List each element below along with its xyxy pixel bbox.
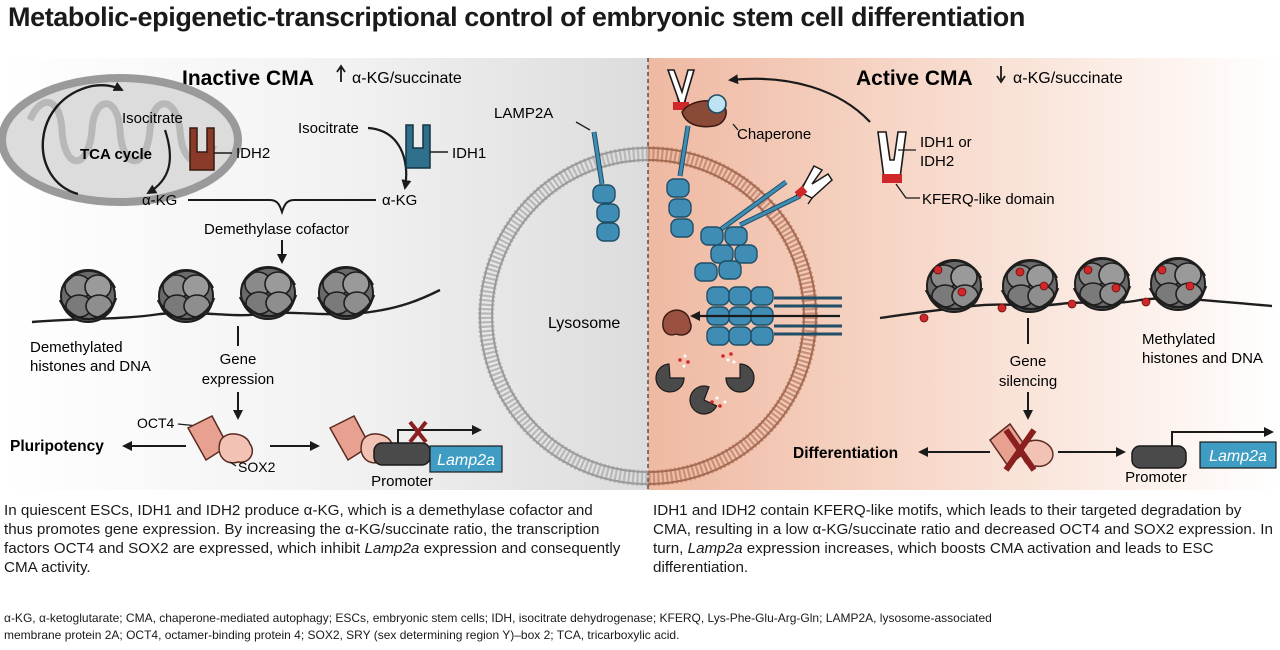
caption-right-part2: expression increases, which boosts CMA a… (653, 540, 1214, 576)
right-nucleosome-3 (1072, 256, 1132, 312)
idh2-enzyme-icon (189, 127, 232, 171)
right-promoter-box (1131, 445, 1187, 469)
translocated-substrate-icon (662, 309, 692, 336)
kferq-label: KFERQ-like domain (922, 191, 1055, 208)
chaperone-leader (732, 123, 739, 131)
pluripotency-label: Pluripotency (10, 438, 104, 455)
demethylated-label-1: Demethylated (30, 339, 123, 356)
left-promoter-label: Promoter (371, 473, 433, 490)
gene-silencing-label-1: Gene (1010, 353, 1047, 370)
caption-right-part1: IDH1 and IDH2 contain KFERQ-like motifs,… (653, 502, 1273, 557)
gene-expression-label-1: Gene (220, 351, 257, 368)
caption-left-italic: Lamp2a (364, 540, 420, 557)
figure-title: Metabolic-epigenetic-transcriptional con… (8, 2, 1025, 32)
idh2-label: IDH2 (236, 145, 270, 162)
sox2-label: SOX2 (238, 459, 276, 475)
diagram-canvas: Inactive CMA α-KG/succinate Active CMA α… (0, 58, 1280, 490)
abbreviations-footnote: α-KG, α-ketoglutarate; CMA, chaperone-me… (4, 611, 992, 642)
left-heading: Inactive CMA (182, 67, 314, 90)
tca-cycle-arrow (41, 81, 124, 196)
sox2-leader (229, 461, 237, 467)
left-nucleosome-4 (316, 265, 376, 321)
left-gene-box (429, 445, 503, 473)
idh-kferq-enzyme-icon (877, 131, 920, 199)
caption-left-part1: In quiescent ESCs, IDH1 and IDH2 produce… (4, 502, 600, 557)
right-heading: Active CMA (856, 67, 973, 90)
differentiation-label: Differentiation (793, 445, 898, 462)
oct4-label: OCT4 (137, 415, 175, 431)
down-arrow-icon (996, 66, 1006, 84)
demethylated-label-2: histones and DNA (30, 358, 151, 375)
translocation-channel-icon (690, 286, 842, 346)
lamp2a-leader (575, 121, 591, 131)
idh-label-2: IDH2 (920, 153, 954, 170)
methylated-label-2: histones and DNA (1142, 350, 1263, 367)
idh-label-1: IDH1 or (920, 134, 972, 151)
blocked-tf-icon (988, 422, 1054, 472)
idh-recruit-arrow (728, 74, 871, 123)
tca-cycle-label: TCA cycle (80, 146, 152, 163)
up-arrow-icon (336, 64, 346, 82)
right-gene-label: Lamp2a (1209, 448, 1267, 465)
akg-mito-label: α-KG (142, 192, 177, 209)
methylated-label-1: Methylated (1142, 331, 1215, 348)
akg-bracket (188, 199, 376, 216)
caption-left-part2: expression and consequently CMA activity… (4, 540, 621, 576)
right-gene-box (1199, 441, 1277, 469)
methylation-marks (919, 265, 1195, 323)
left-gene-label: Lamp2a (437, 452, 495, 469)
lysosome-label: Lysosome (548, 315, 620, 332)
mitochondrion-icon (0, 74, 242, 206)
left-nucleosome-1 (58, 268, 118, 324)
gene-expression-label-2: expression (202, 371, 275, 388)
mito-conversion-arrow (146, 129, 172, 195)
isocitrate-mito-label: Isocitrate (122, 110, 183, 127)
lamp2a-monomer-icon (591, 131, 620, 242)
right-nucleosome-2 (1000, 258, 1060, 314)
lamp2a-multimer-icon (694, 165, 833, 282)
left-nucleosome-2 (156, 268, 216, 324)
degradation-icons (655, 352, 755, 415)
lamp2a-label: LAMP2A (494, 105, 553, 122)
right-ratio-label: α-KG/succinate (1013, 70, 1123, 87)
oct4-sox2-complex-icon (186, 415, 254, 464)
demethylase-cofactor-label: Demethylase cofactor (204, 221, 349, 238)
caption-right: IDH1 and IDH2 contain KFERQ-like motifs,… (653, 501, 1273, 577)
caption-left: In quiescent ESCs, IDH1 and IDH2 produce… (4, 501, 624, 577)
right-transcription-arrow (1171, 427, 1274, 446)
left-nucleosome-3 (238, 265, 298, 321)
left-transcription-arrow (397, 425, 482, 443)
caption-right-italic: Lamp2a (687, 540, 743, 557)
cyto-conversion-arrow (367, 126, 412, 190)
left-ratio-label: α-KG/succinate (352, 70, 462, 87)
right-nucleosome-4 (1148, 256, 1208, 312)
idh1-enzyme-icon (405, 124, 448, 169)
left-inhibition-x-icon (408, 420, 428, 444)
gene-silencing-label-2: silencing (999, 373, 1057, 390)
akg-cyto-label: α-KG (382, 192, 417, 209)
left-promoter-box (373, 442, 431, 466)
right-promoter-label: Promoter (1125, 469, 1187, 486)
chaperone-complex-icon (666, 69, 727, 238)
isocitrate-cyto-label: Isocitrate (298, 120, 359, 137)
chaperone-label: Chaperone (737, 126, 811, 143)
idh1-label: IDH1 (452, 145, 486, 162)
